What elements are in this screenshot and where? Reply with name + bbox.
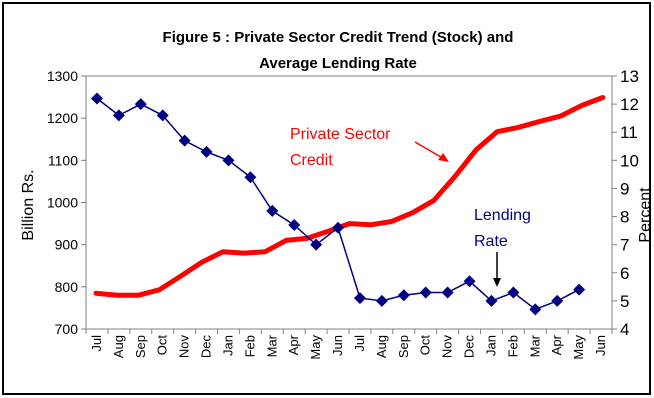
x-tick-label: Aug — [111, 335, 126, 358]
lending-rate-point — [332, 221, 345, 234]
y-axis-left-title: Billion Rs. — [20, 169, 37, 240]
y-right-tick-label: 9 — [620, 179, 629, 198]
lending-rate-point — [156, 109, 169, 122]
x-tick-label: Feb — [505, 335, 520, 357]
lending-rate-point — [178, 134, 191, 147]
lending-rate-point — [507, 286, 520, 299]
x-tick-label: Nov — [440, 335, 455, 359]
y-right-tick-label: 10 — [620, 151, 639, 170]
x-tick-label: Feb — [242, 335, 257, 357]
y-right-tick-label: 7 — [620, 236, 629, 255]
y-right-tick-label: 13 — [620, 67, 639, 86]
series-line-private-sector-credit — [93, 95, 606, 298]
x-tick-label: Jan — [483, 335, 498, 356]
x-tick-label: Apr — [286, 334, 301, 355]
lending-rate-point — [200, 145, 213, 158]
x-tick-label: Sep — [133, 335, 148, 358]
y-left-tick-label: 1000 — [47, 195, 78, 211]
x-tick-label: Dec — [462, 335, 477, 359]
y-axis-left: 700 800 900 1000 1100 1200 1300 — [47, 68, 86, 337]
credit-annotation-line2: Credit — [290, 152, 333, 169]
y-left-tick-label: 700 — [55, 321, 79, 337]
series-layer — [90, 92, 606, 316]
lending-rate-point — [288, 218, 301, 231]
x-tick-label: Sep — [396, 335, 411, 358]
lending-rate-point — [375, 294, 388, 307]
y-left-tick-label: 1200 — [47, 110, 78, 126]
lending-rate-point — [485, 294, 498, 307]
rate-annotation-line1: Lending — [474, 207, 531, 224]
credit-annotation-line1: Private Sector — [290, 126, 391, 143]
x-tick-label: Jun — [330, 335, 345, 356]
x-tick-label: Nov — [177, 335, 192, 359]
x-tick-label: Mar — [264, 334, 279, 357]
x-tick-label: Dec — [199, 335, 214, 359]
lending-rate-point — [222, 154, 235, 167]
x-tick-label: Jul — [89, 335, 104, 352]
y-left-tick-label: 1300 — [47, 68, 78, 84]
lending-rate-point — [353, 292, 366, 305]
y-right-tick-label: 4 — [620, 320, 629, 339]
credit-annotation-arrow-head — [438, 153, 449, 162]
y-left-tick-label: 900 — [55, 237, 79, 253]
lending-rate-point — [112, 109, 125, 122]
y-right-tick-label: 5 — [620, 292, 629, 311]
y-axis-right-title: Percent — [637, 187, 654, 243]
lending-rate-point — [573, 283, 586, 296]
chart-title-line2: Average Lending Rate — [259, 55, 417, 72]
x-tick-label: May — [308, 335, 323, 360]
lending-rate-point — [134, 98, 147, 111]
x-tick-label: Mar — [527, 334, 542, 357]
lending-rate-point — [90, 92, 103, 105]
x-tick-label: May — [571, 335, 586, 360]
rate-annotation-arrow-head — [493, 278, 501, 287]
lending-rate-point — [441, 286, 454, 299]
x-tick-label: Aug — [374, 335, 389, 358]
x-tick-label: Oct — [155, 335, 170, 356]
x-tick-label: Apr — [549, 334, 564, 355]
x-axis: Jul Aug Sep Oct Nov Dec Jan Feb Mar Apr May Jun Jul A… — [85, 329, 613, 360]
y-right-tick-label: 8 — [620, 208, 629, 227]
y-right-tick-label: 6 — [620, 264, 629, 283]
y-axis-right: 4 5 6 7 8 9 10 11 12 13 — [612, 67, 639, 339]
x-tick-label: Jul — [352, 335, 367, 352]
x-tick-label: Oct — [418, 335, 433, 356]
rate-annotation-line2: Rate — [474, 233, 508, 250]
lending-rate-point — [244, 171, 257, 184]
x-tick-label: Jan — [220, 335, 235, 356]
lending-rate-point — [529, 303, 542, 316]
y-left-tick-label: 800 — [55, 279, 79, 295]
y-right-tick-label: 12 — [620, 95, 639, 114]
y-left-tick-label: 1100 — [48, 152, 78, 168]
y-right-tick-label: 11 — [620, 123, 638, 142]
lending-rate-point — [310, 238, 323, 251]
chart-title-line1: Figure 5 : Private Sector Credit Trend (… — [163, 29, 514, 46]
lending-rate-point — [551, 294, 564, 307]
lending-rate-point — [397, 289, 410, 302]
x-tick-label: Jun — [593, 335, 608, 356]
lending-rate-point — [463, 275, 476, 288]
lending-rate-point — [419, 286, 432, 299]
lending-rate-point — [266, 204, 279, 217]
